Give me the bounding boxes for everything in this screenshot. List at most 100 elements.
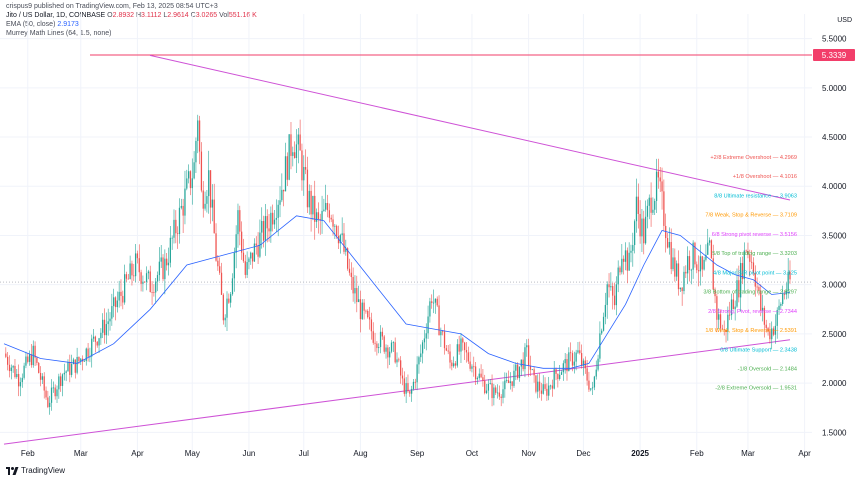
candle — [509, 381, 511, 383]
candle — [469, 361, 471, 369]
symbol-name[interactable]: Jito / US Dollar, 1D, COINBASE — [6, 12, 106, 19]
candle — [49, 402, 51, 407]
candle — [686, 256, 689, 274]
candle — [343, 233, 345, 252]
candle — [473, 366, 475, 368]
x-tick-label: Mar — [741, 449, 755, 458]
candle — [189, 171, 192, 189]
candle — [692, 242, 694, 270]
candle — [177, 233, 179, 235]
candle — [403, 378, 405, 394]
low-value: 2.9614 — [167, 12, 189, 19]
time-axis[interactable]: Feb Mar Apr May Jun Jul Aug Sep Oct Nov Dec 2025 Feb… — [21, 449, 811, 458]
candle — [378, 347, 380, 349]
murrey-line-label: -1/8 Oversold — 2.1484 — [738, 366, 797, 372]
candle — [96, 341, 98, 346]
candle — [756, 286, 758, 288]
candle — [672, 257, 674, 270]
candle — [738, 280, 740, 298]
open-label: O — [107, 12, 113, 19]
candle — [743, 250, 745, 280]
candle — [606, 284, 608, 305]
candle — [80, 358, 82, 362]
candle — [239, 210, 241, 232]
upper-trendline — [149, 54, 791, 201]
candle — [43, 376, 45, 391]
candle — [436, 298, 438, 306]
candle — [526, 345, 528, 348]
candle — [425, 333, 427, 339]
candle — [451, 362, 453, 367]
candle — [551, 385, 554, 389]
candle — [650, 197, 652, 213]
candle — [405, 383, 407, 394]
candle — [350, 272, 352, 278]
candle — [94, 336, 97, 342]
candle — [498, 392, 501, 397]
candle — [628, 252, 630, 271]
candle — [423, 338, 426, 343]
candle — [624, 250, 627, 262]
candle — [158, 261, 161, 276]
candle — [400, 360, 402, 376]
candle — [17, 373, 20, 387]
candle — [193, 162, 195, 179]
candle — [721, 328, 724, 330]
candle — [352, 277, 354, 294]
high-value: 3.1112 — [141, 12, 162, 19]
candle — [102, 319, 104, 333]
candle — [639, 213, 641, 237]
candle — [697, 270, 700, 272]
candle — [332, 219, 334, 227]
candle — [449, 351, 451, 363]
candle — [317, 212, 320, 220]
price-axis[interactable]: USD 5.5000 5.0000 4.5000 4.0000 3.5000 3.0000 2… — [813, 17, 855, 437]
candle — [496, 392, 499, 394]
candle — [262, 221, 265, 241]
candle — [416, 364, 418, 383]
chart-header: crispus9 published on TradingView.com, F… — [6, 2, 257, 38]
candle — [76, 356, 78, 373]
candle — [257, 245, 259, 257]
candle — [156, 275, 159, 282]
y-tick-label: 5.5000 — [822, 35, 847, 44]
candle — [67, 362, 69, 372]
x-tick-label: Jul — [299, 449, 309, 458]
candle — [778, 305, 780, 310]
candle — [476, 377, 479, 380]
candle — [341, 233, 343, 236]
candle — [83, 360, 86, 362]
candle — [295, 144, 298, 159]
candle — [54, 387, 56, 397]
murrey-line-label: 5/8 Top of trading range — 3.3203 — [712, 251, 797, 257]
murrey-indicator-line[interactable]: Murrey Math Lines (64, 1.5, none) — [6, 29, 257, 38]
candle — [383, 336, 385, 352]
candle — [127, 278, 129, 280]
candle — [701, 256, 703, 270]
candle — [409, 391, 411, 394]
murrey-line-label: 0/8 Ultimate Support — 2.3438 — [720, 347, 797, 353]
x-tick-label: May — [185, 449, 200, 458]
candle — [345, 248, 347, 252]
candle — [754, 272, 756, 287]
candle — [734, 306, 736, 310]
candle — [608, 284, 610, 288]
candle — [153, 292, 155, 294]
candle — [299, 134, 301, 151]
candle — [389, 351, 391, 358]
volume-value: 551.16 K — [228, 12, 257, 19]
candle — [462, 338, 464, 343]
murrey-line-label: +2/8 Extreme Overshoot — 4.2969 — [710, 155, 797, 161]
candle — [783, 293, 786, 295]
candle — [537, 381, 539, 392]
candle — [301, 150, 303, 181]
low-label: L — [163, 12, 168, 19]
candle — [145, 273, 148, 282]
candle — [580, 353, 583, 366]
ema-indicator-line[interactable]: EMA (50, close) 2.9173 — [6, 20, 257, 29]
candle — [230, 294, 232, 303]
candle — [34, 345, 36, 358]
candle — [323, 209, 325, 211]
candle — [167, 262, 170, 266]
